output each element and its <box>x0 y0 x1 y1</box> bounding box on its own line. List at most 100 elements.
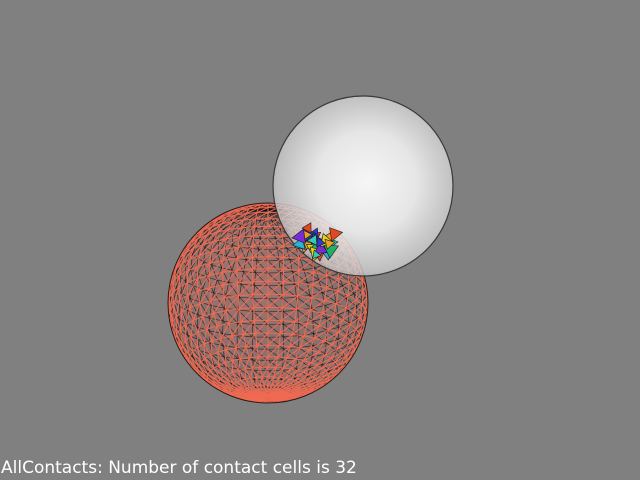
mesh-edge <box>227 371 233 375</box>
mesh-edge <box>298 259 314 271</box>
mesh-edge <box>235 347 241 360</box>
mesh-edge <box>358 321 364 335</box>
mesh-edge <box>237 268 253 271</box>
mesh-edge <box>246 212 257 215</box>
mesh-edge <box>267 337 284 350</box>
mesh-edge <box>297 247 300 259</box>
mesh-edge <box>337 278 340 292</box>
mesh-edge <box>252 234 269 247</box>
mesh-edge <box>355 316 361 330</box>
mesh-edge <box>199 303 204 317</box>
mesh-edge <box>356 279 363 288</box>
mesh-edge <box>240 380 251 388</box>
mesh-edge <box>232 371 238 383</box>
mesh-edge <box>203 328 208 345</box>
mesh-edge <box>236 379 242 383</box>
mesh-edge <box>223 282 238 299</box>
mesh-edge <box>216 325 222 339</box>
mesh-edge <box>176 328 181 335</box>
mesh-edge <box>181 258 191 265</box>
mesh-edge <box>311 284 314 298</box>
mesh-edge <box>197 326 210 344</box>
mesh-edge <box>222 269 238 273</box>
mesh-edge <box>178 270 189 288</box>
mesh-edge <box>239 226 255 238</box>
mesh-edge <box>324 343 333 356</box>
mesh-edge <box>289 334 294 347</box>
mesh-edge <box>228 308 240 324</box>
mesh-edge <box>256 228 263 230</box>
contact-cell <box>306 234 318 246</box>
mesh-edge <box>236 282 239 296</box>
mesh-edge <box>256 345 260 357</box>
mesh-edge <box>243 332 256 335</box>
contact-cell <box>316 237 326 248</box>
mesh-edge <box>213 231 218 242</box>
mesh-edge <box>172 286 180 293</box>
mesh-edge <box>332 289 337 303</box>
mesh-edge <box>238 368 246 372</box>
mesh-edge <box>181 295 189 313</box>
mesh-edge <box>303 349 311 361</box>
mesh-edge <box>328 328 339 334</box>
contact-cell <box>324 238 336 250</box>
mesh-edge <box>297 362 312 371</box>
mesh-edge <box>196 314 199 328</box>
mesh-edge <box>231 213 247 223</box>
mesh-edge <box>311 287 327 299</box>
mesh-edge <box>255 212 258 220</box>
mesh-edge <box>223 236 240 250</box>
mesh-edge <box>190 336 198 349</box>
mesh-edge <box>303 323 308 337</box>
mesh-edge <box>326 330 339 340</box>
mesh-edge <box>311 308 314 322</box>
mesh-edge <box>192 303 201 321</box>
mesh-edge <box>246 344 257 347</box>
mesh-edge <box>328 316 334 330</box>
mesh-edge <box>269 214 277 221</box>
mesh-edge <box>208 330 211 343</box>
mesh-edge <box>202 240 214 246</box>
mesh-edge <box>211 337 222 342</box>
mesh-edge <box>237 322 253 338</box>
mesh-edge <box>311 307 327 319</box>
mesh-edge <box>308 373 313 378</box>
mesh-edge <box>254 218 269 228</box>
mesh-edge <box>278 260 281 273</box>
mesh-edge <box>267 235 283 247</box>
mesh-edge <box>324 354 332 359</box>
mesh-edge <box>176 333 183 346</box>
mesh-edge <box>334 361 339 366</box>
mesh-edge <box>349 324 357 330</box>
mesh-edge <box>223 373 228 378</box>
mesh-edge <box>175 299 181 318</box>
mesh-edge <box>349 340 354 346</box>
mesh-edge <box>280 332 293 335</box>
mesh-edge <box>228 227 242 231</box>
mesh-edge <box>298 257 314 261</box>
mesh-edge <box>240 357 250 360</box>
mesh-edge <box>185 340 191 357</box>
mesh-edge <box>255 211 269 220</box>
mesh-edge <box>355 275 358 288</box>
mesh-edge <box>238 227 242 238</box>
mesh-edge <box>178 282 188 288</box>
mesh-edge <box>238 370 246 380</box>
mesh-edge <box>237 310 239 324</box>
mesh-edge <box>231 333 244 337</box>
mesh-edge <box>331 332 339 345</box>
mesh-edge <box>200 361 211 372</box>
mesh-edge <box>175 337 186 354</box>
mesh-edge <box>290 378 296 382</box>
mesh-edge <box>283 257 299 270</box>
mesh-edge <box>208 275 211 288</box>
mesh-edge <box>361 280 364 293</box>
mesh-edge <box>315 370 327 380</box>
mesh-edge <box>277 356 287 359</box>
mesh-edge <box>233 383 246 391</box>
mesh-edge <box>236 247 239 259</box>
mesh-edge <box>325 278 340 289</box>
mesh-edge <box>202 231 218 246</box>
